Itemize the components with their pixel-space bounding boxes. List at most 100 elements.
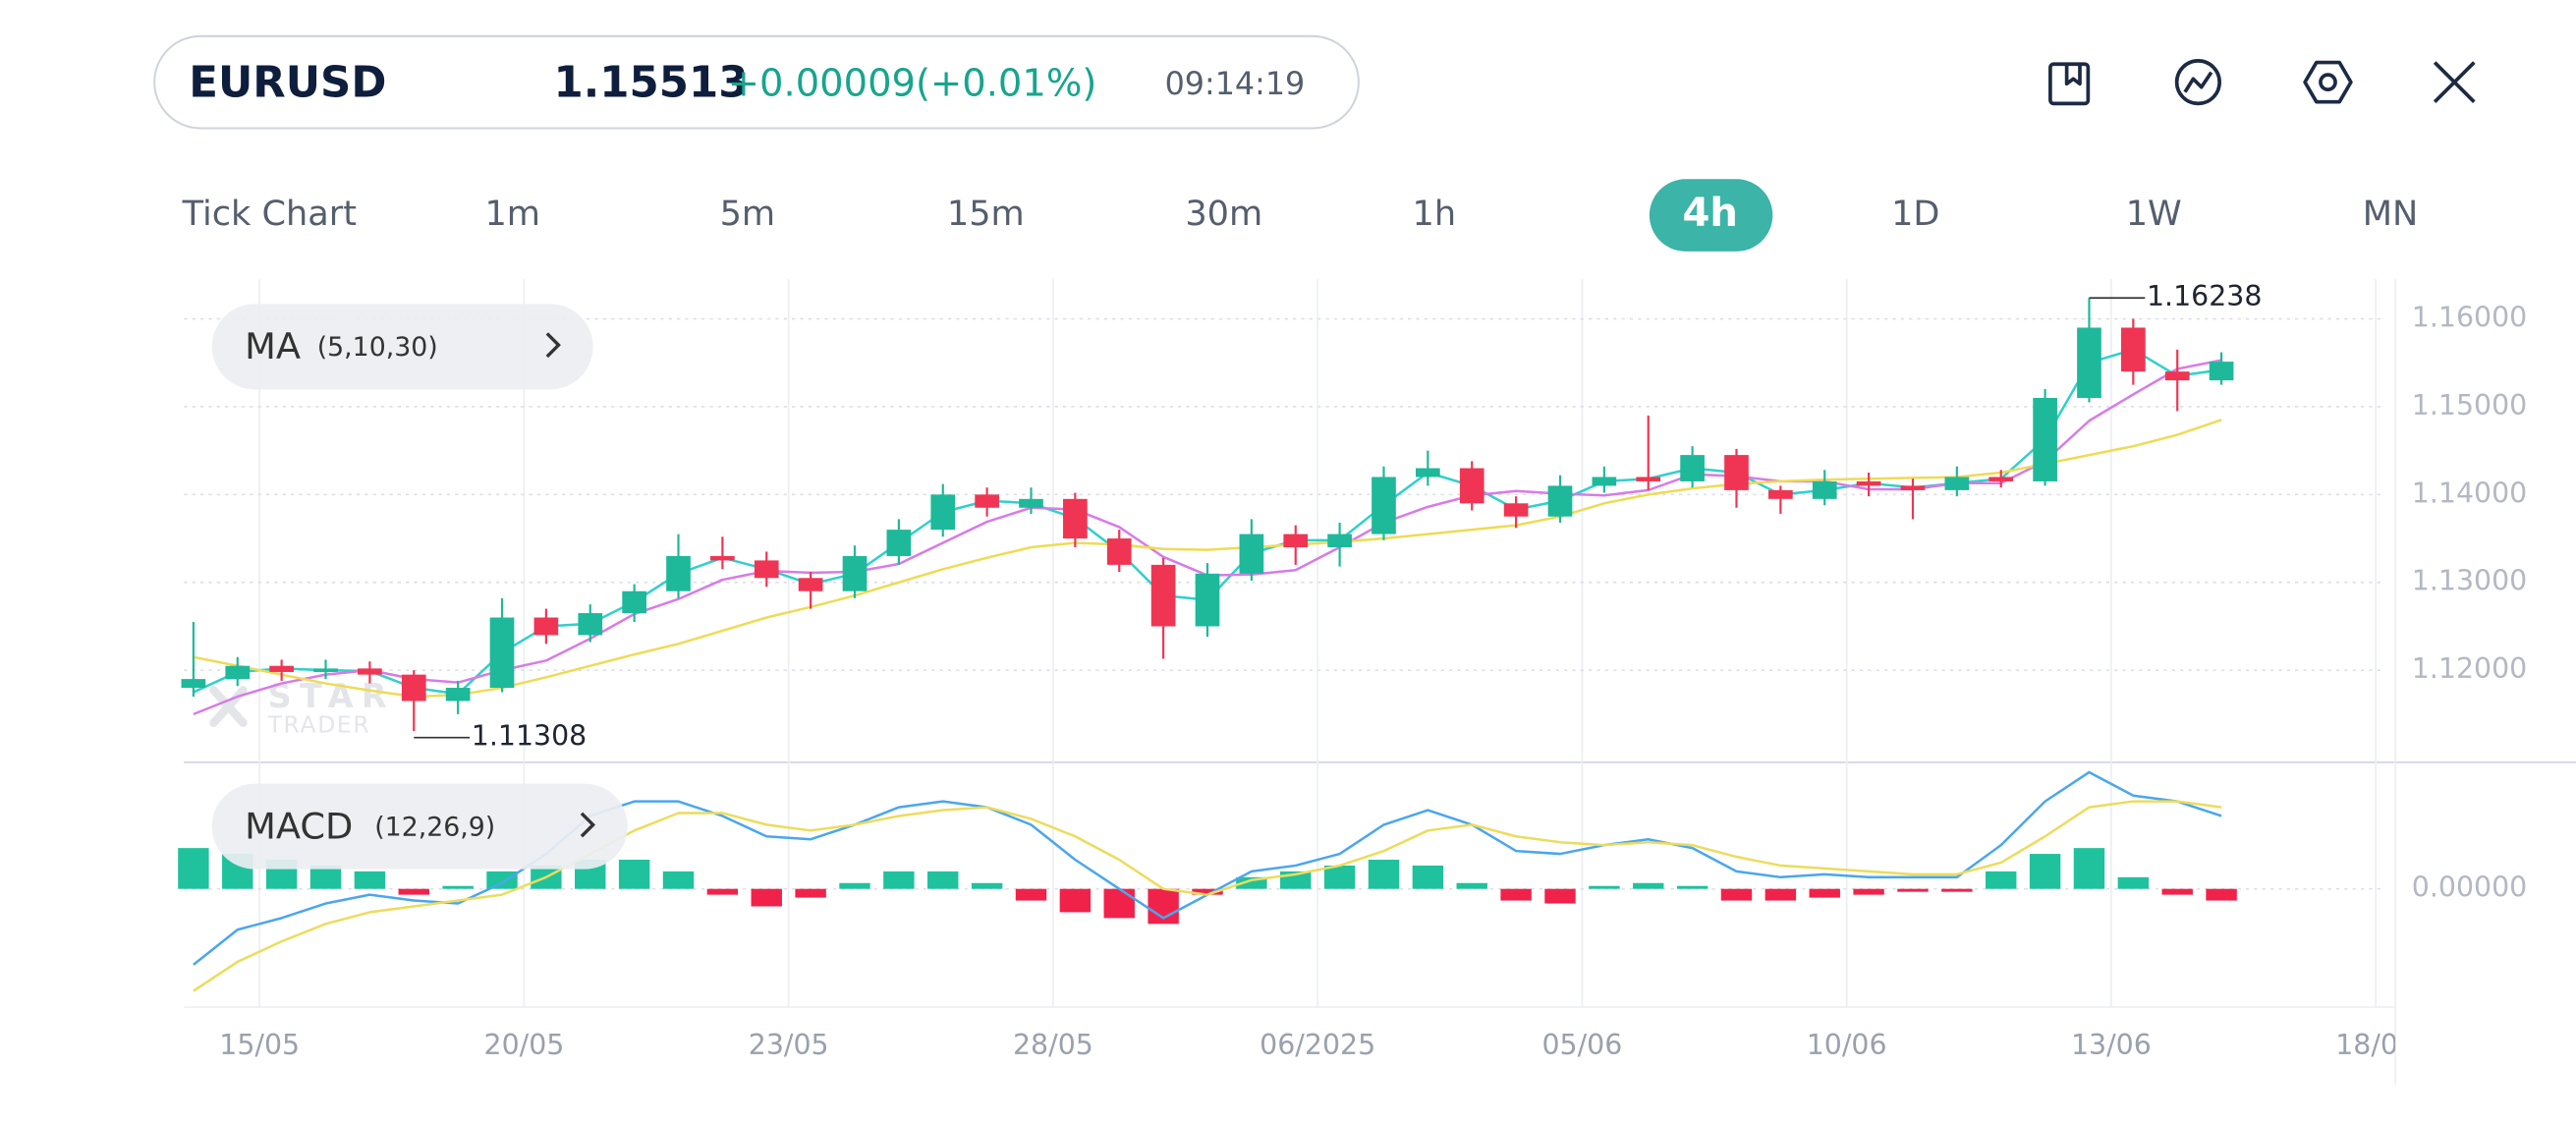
macd-histogram-bar bbox=[1853, 888, 1884, 895]
candle-body bbox=[754, 560, 779, 579]
candle-body bbox=[1019, 498, 1043, 508]
ma-pill[interactable]: MA (5,10,30) bbox=[211, 304, 593, 390]
candle-body bbox=[2164, 371, 2190, 381]
candle-body bbox=[489, 617, 515, 689]
candle-body bbox=[930, 494, 956, 531]
timeframe-tab[interactable]: 1h bbox=[1413, 194, 1457, 234]
timeframe-tab[interactable]: 1W bbox=[2126, 194, 2182, 234]
candle-body bbox=[1063, 498, 1088, 539]
macd-histogram-bar bbox=[1015, 888, 1047, 901]
timeframe-label: 1W bbox=[2126, 194, 2182, 234]
candle-body bbox=[1812, 480, 1837, 499]
indicator-params: (5,10,30) bbox=[317, 332, 438, 363]
vertical-grid bbox=[258, 279, 2377, 1008]
timeframe-label: MN bbox=[2363, 194, 2419, 234]
candle-body bbox=[710, 555, 735, 561]
macd-histogram-bar bbox=[309, 865, 342, 889]
candle-body bbox=[1724, 455, 1749, 490]
macd-histogram-bar bbox=[1412, 865, 1444, 889]
extreme-label: 1.16238 bbox=[2147, 280, 2262, 312]
timeframe-tab[interactable]: 30m bbox=[1185, 194, 1262, 234]
settings-button[interactable] bbox=[2303, 60, 2353, 104]
macd-histogram-bar bbox=[839, 882, 870, 889]
watermark-text: TRADER bbox=[267, 711, 371, 739]
extreme-label: 1.11308 bbox=[472, 720, 587, 753]
macd-histogram-bar bbox=[1059, 888, 1092, 913]
macd-histogram-bar bbox=[883, 871, 915, 889]
candle-body bbox=[358, 668, 382, 675]
candle-body bbox=[1900, 485, 1926, 490]
timeframe-tab[interactable]: 1m bbox=[484, 194, 540, 234]
candle-body bbox=[1239, 534, 1264, 574]
candle-body bbox=[1503, 503, 1529, 517]
x-axis-labels: 15/05 20/05 23/05 28/05 06/2025 05/06 10/06 13/… bbox=[219, 1029, 2416, 1061]
price: 1.15513 bbox=[554, 58, 749, 107]
macd-histogram-bar bbox=[1544, 888, 1576, 904]
indicator-name: MACD bbox=[245, 805, 353, 847]
macd-histogram-bar bbox=[1103, 888, 1135, 919]
price-change: +0.00009(+0.01%) bbox=[728, 61, 1097, 105]
macd-histogram-bar bbox=[1236, 876, 1267, 889]
candle-body bbox=[1459, 468, 1484, 504]
macd-histogram-bar bbox=[2206, 888, 2237, 901]
timeframe-tab[interactable]: 4h bbox=[1649, 179, 1773, 252]
candle-body bbox=[225, 665, 251, 680]
macd-histogram-bar bbox=[1809, 888, 1840, 898]
candle-body bbox=[1944, 477, 1970, 490]
timeframe-label: 5m bbox=[720, 194, 776, 234]
timeframe-label: 1h bbox=[1413, 194, 1457, 234]
macd-histogram-bar bbox=[927, 871, 959, 889]
timeframe-label: 30m bbox=[1185, 194, 1262, 234]
y-tick-label: 1.14000 bbox=[2412, 477, 2527, 509]
macd-histogram-bar bbox=[1676, 885, 1708, 889]
macd-histogram-bar bbox=[2117, 876, 2150, 889]
active-tab-background bbox=[1649, 179, 1773, 252]
candle-body bbox=[886, 530, 912, 556]
candle-body bbox=[2033, 397, 2057, 481]
bookmark-button[interactable] bbox=[2048, 62, 2091, 106]
timeframe-label: 1m bbox=[484, 194, 540, 234]
candle-body bbox=[445, 688, 471, 702]
timeframe-label: Tick Chart bbox=[182, 194, 357, 234]
timeframe-label: 4h bbox=[1683, 191, 1739, 236]
indicator-button[interactable] bbox=[2174, 59, 2221, 106]
macd-histogram-bar bbox=[618, 859, 650, 889]
macd-histogram-bar bbox=[1720, 888, 1753, 901]
macd-histogram-bar bbox=[1633, 882, 1664, 889]
timeframe-tab[interactable]: Tick Chart bbox=[182, 194, 357, 234]
close-button[interactable] bbox=[2433, 61, 2476, 104]
candle-body bbox=[798, 578, 823, 591]
x-tick-label: 13/06 bbox=[2071, 1029, 2152, 1061]
watermark: STAR TRADER bbox=[209, 677, 387, 739]
timeframe-tab[interactable]: MN bbox=[2363, 194, 2419, 234]
macd-histogram-bar bbox=[354, 871, 386, 889]
macd-pill[interactable]: MACD (12,26,9) bbox=[211, 783, 628, 870]
price-chart: 1.16000 1.15000 1.14000 1.13000 1.12000 1.162… bbox=[181, 280, 2527, 753]
macd-histogram-bar bbox=[1986, 871, 2017, 889]
x-tick-label: 28/05 bbox=[1013, 1029, 1093, 1061]
candle-body bbox=[1150, 564, 1176, 627]
symbol-bar[interactable] bbox=[153, 34, 1360, 130]
macd-histogram-bar bbox=[2161, 888, 2193, 895]
y-tick-label: 1.15000 bbox=[2412, 389, 2527, 422]
timeframe-tab[interactable]: 15m bbox=[947, 194, 1025, 234]
macd-histogram-bar bbox=[795, 888, 826, 898]
candle-body bbox=[1327, 534, 1352, 547]
x-tick-label: 18/06 bbox=[2335, 1029, 2416, 1061]
macd-histogram-bar bbox=[971, 882, 1003, 889]
candle-body bbox=[1636, 477, 1661, 481]
symbol: EURUSD bbox=[189, 58, 386, 107]
candle-body bbox=[1547, 485, 1573, 517]
timeframe-tab[interactable]: 1D bbox=[1891, 194, 1939, 234]
macd-histogram-bar bbox=[1764, 888, 1797, 901]
candle-body bbox=[1680, 455, 1705, 481]
macd-histogram-bar bbox=[662, 871, 695, 889]
y-tick-label: 1.13000 bbox=[2412, 565, 2527, 597]
macd-histogram-bar bbox=[1192, 888, 1223, 895]
pill-background bbox=[211, 304, 593, 390]
y-tick-label: 0.00000 bbox=[2412, 872, 2527, 904]
x-tick-label: 15/05 bbox=[219, 1029, 300, 1061]
timeframe-tab[interactable]: 5m bbox=[720, 194, 776, 234]
